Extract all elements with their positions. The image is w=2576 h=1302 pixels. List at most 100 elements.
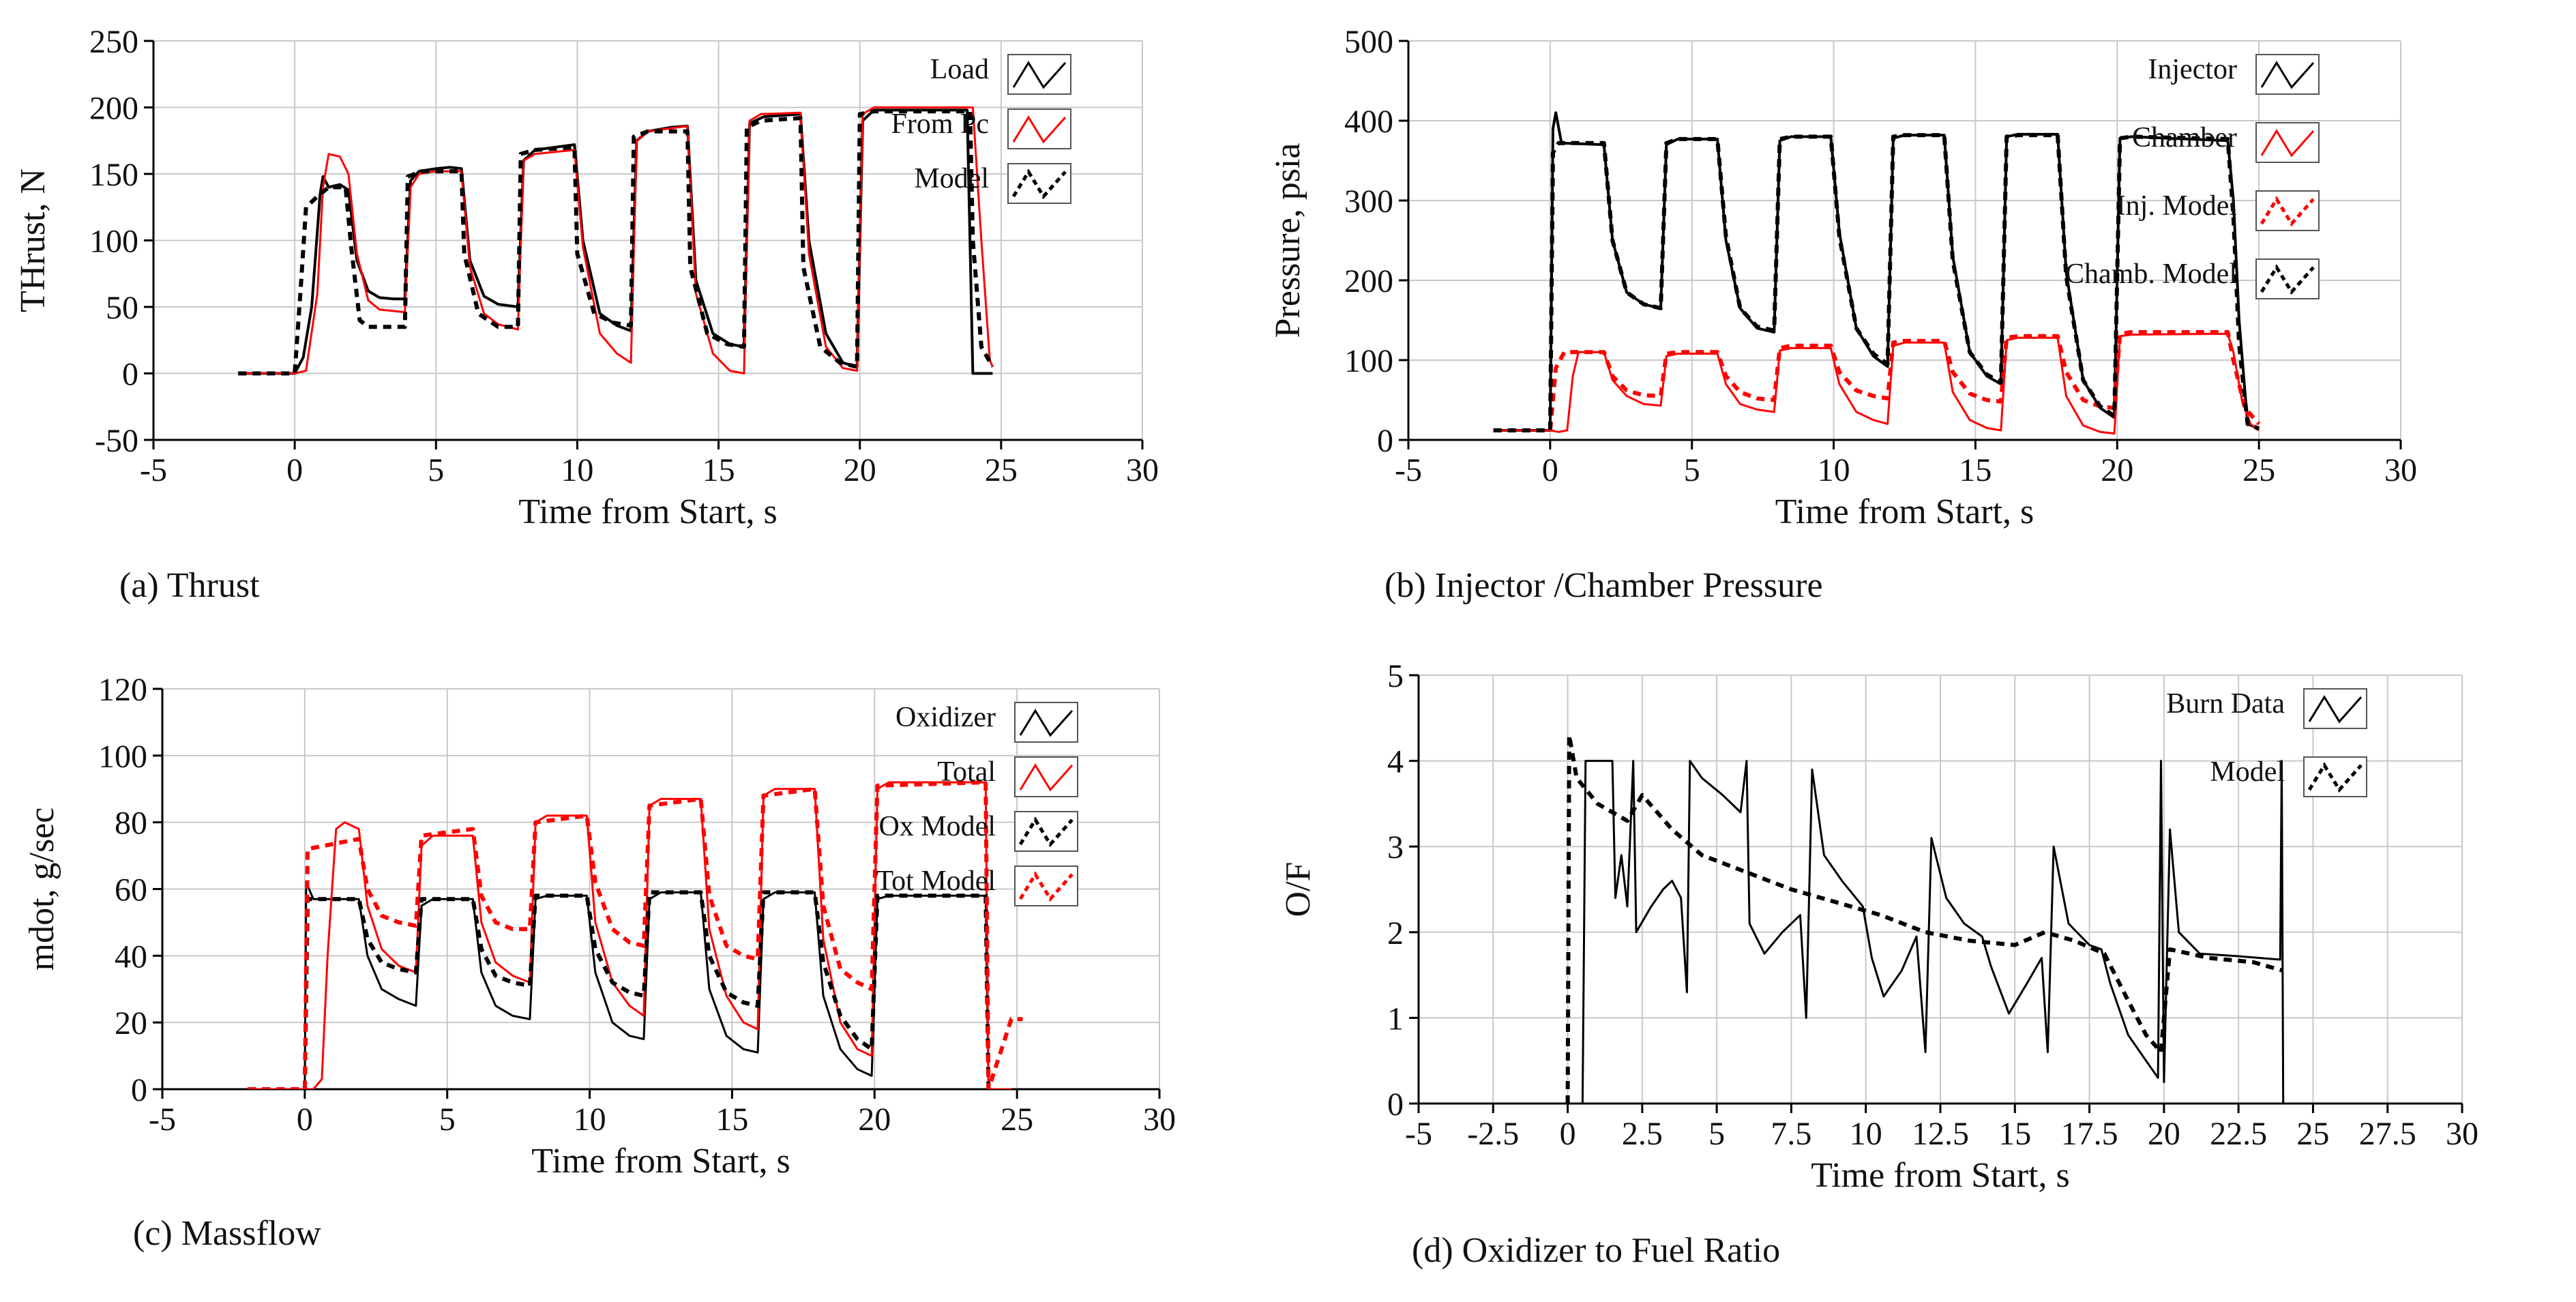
- legend-swatch-ox-model: [1018, 816, 1074, 848]
- legend: Oxidizer Total Ox Model Tot Model: [876, 702, 1078, 906]
- legend-swatch-model: [2307, 762, 2363, 793]
- legend-swatch-inj-model: [2260, 196, 2315, 227]
- x-tick-label: 30: [1143, 1101, 1176, 1138]
- x-tick-label: -5: [1405, 1116, 1432, 1152]
- y-axis-label: THrust, N: [14, 168, 53, 312]
- panel-caption: (c) Massflow: [133, 1214, 321, 1253]
- legend-swatch-box: [1014, 702, 1078, 743]
- x-tick-label: 0: [1560, 1116, 1576, 1152]
- x-tick-label: 22.5: [2210, 1116, 2267, 1152]
- legend-label-oxidizer: Oxidizer: [895, 702, 996, 733]
- x-tick-label: 20: [2148, 1116, 2180, 1152]
- x-tick-label: -5: [140, 452, 167, 488]
- y-tick-label: 60: [115, 872, 147, 908]
- y-axis-label: Pressure, psia: [1269, 143, 1307, 338]
- y-tick-label: 0: [1377, 423, 1393, 459]
- y-tick-label: 100: [1344, 343, 1393, 379]
- y-tick-label: 0: [131, 1072, 147, 1108]
- x-tick-label: 25: [2242, 452, 2275, 488]
- y-tick-label: 150: [89, 157, 138, 193]
- series-line-tot-model: [248, 780, 1023, 1089]
- x-tick-label: 10: [1850, 1116, 1882, 1152]
- x-tick-label: -5: [149, 1101, 176, 1138]
- x-tick-label: 30: [1126, 452, 1159, 488]
- x-tick-label: 25: [985, 452, 1018, 488]
- x-tick-label: 5: [428, 452, 444, 488]
- y-tick-label: 400: [1344, 104, 1393, 140]
- legend-swatch-chamber: [2260, 129, 2315, 158]
- y-tick-label: 5: [1387, 658, 1404, 694]
- x-axis-label: Time from Start, s: [1775, 492, 2034, 531]
- x-axis-label: Time from Start, s: [518, 492, 777, 531]
- legend-swatch-box: [1014, 811, 1078, 852]
- legend-swatch-box: [1014, 756, 1078, 797]
- x-tick-label: -2.5: [1467, 1116, 1519, 1152]
- x-tick-label: 15: [1959, 452, 1992, 488]
- x-tick-label: -5: [1395, 452, 1422, 488]
- x-tick-label: 20: [2101, 452, 2133, 488]
- legend-label-model: Model: [914, 163, 989, 194]
- legend-swatch-chamb-model: [2260, 264, 2315, 295]
- legend-swatch-tot-model: [1018, 871, 1074, 902]
- grid-lines: [153, 40, 1143, 441]
- legend-swatch-box: [1007, 108, 1071, 149]
- legend-label-total: Total: [937, 756, 996, 788]
- x-tick-label: 10: [561, 452, 593, 488]
- x-tick-label: 10: [574, 1101, 606, 1138]
- legend-label-tot-model: Tot Model: [876, 865, 996, 897]
- x-tick-label: 5: [1684, 452, 1700, 488]
- x-axis-label: Time from Start, s: [1811, 1156, 2069, 1195]
- y-tick-label: 100: [89, 224, 138, 260]
- legend-swatch-total: [1019, 763, 1074, 792]
- y-tick-label: 0: [122, 357, 138, 393]
- legend-label-model: Model: [2210, 756, 2285, 788]
- series-line-inj-model: [1493, 330, 2261, 432]
- legend-swatch-load: [1012, 61, 1067, 89]
- legend-label-chamber: Chamber: [2132, 122, 2237, 153]
- panel-caption: (a) Thrust: [119, 566, 260, 605]
- x-tick-label: 0: [297, 1101, 313, 1138]
- series-line-chamber: [1493, 332, 2260, 435]
- x-tick-label: 27.5: [2359, 1116, 2416, 1152]
- legend-swatch-oxidizer: [1019, 709, 1074, 737]
- legend-label-burn-data: Burn Data: [2166, 688, 2285, 720]
- panel-caption: (b) Injector /Chamber Pressure: [1385, 566, 1823, 605]
- x-tick-label: 7.5: [1771, 1116, 1811, 1152]
- grid-lines: [162, 688, 1160, 1090]
- legend: Load From Pc Model: [891, 54, 1071, 204]
- legend-swatch-box: [2303, 688, 2367, 729]
- y-tick-label: -50: [95, 423, 138, 459]
- y-tick-label: 2: [1387, 915, 1404, 951]
- legend-swatch-box: [2255, 54, 2320, 95]
- panel-caption: (d) Oxidizer to Fuel Ratio: [1412, 1231, 1780, 1270]
- x-tick-label: 15: [1998, 1116, 2031, 1152]
- legend-swatch-box: [2255, 122, 2320, 163]
- series-line-chamb-model: [1493, 133, 2260, 432]
- legend: Burn Data Model: [2166, 688, 2367, 797]
- legend-label-load: Load: [930, 54, 989, 85]
- x-tick-label: 12.5: [1912, 1116, 1969, 1152]
- y-axis-label: O/F: [1279, 862, 1318, 917]
- legend-label-chamb-model: Chamb. Model: [2065, 258, 2237, 290]
- series-line-model: [1565, 733, 2284, 1104]
- legend-swatch-box: [2255, 190, 2320, 231]
- series-line-oxidizer: [248, 881, 1011, 1089]
- x-tick-label: 20: [844, 452, 876, 488]
- legend-swatch-from-pc: [1012, 115, 1067, 144]
- y-axis-label: mdot, g/sec: [23, 808, 61, 971]
- y-tick-label: 40: [115, 938, 147, 975]
- x-tick-label: 30: [2446, 1116, 2478, 1152]
- grid-lines: [1418, 675, 2463, 1104]
- legend-swatch-box: [1014, 865, 1078, 906]
- y-tick-label: 50: [106, 290, 138, 326]
- y-tick-label: 1: [1387, 1001, 1404, 1037]
- legend-swatch-box: [2303, 756, 2367, 797]
- legend-label-injector: Injector: [2148, 54, 2237, 85]
- legend-label-inj-model: Inj. Model: [2116, 190, 2237, 222]
- legend-label-from-pc: From Pc: [891, 108, 989, 140]
- y-tick-label: 200: [89, 91, 138, 127]
- legend-swatch-box: [1007, 54, 1071, 95]
